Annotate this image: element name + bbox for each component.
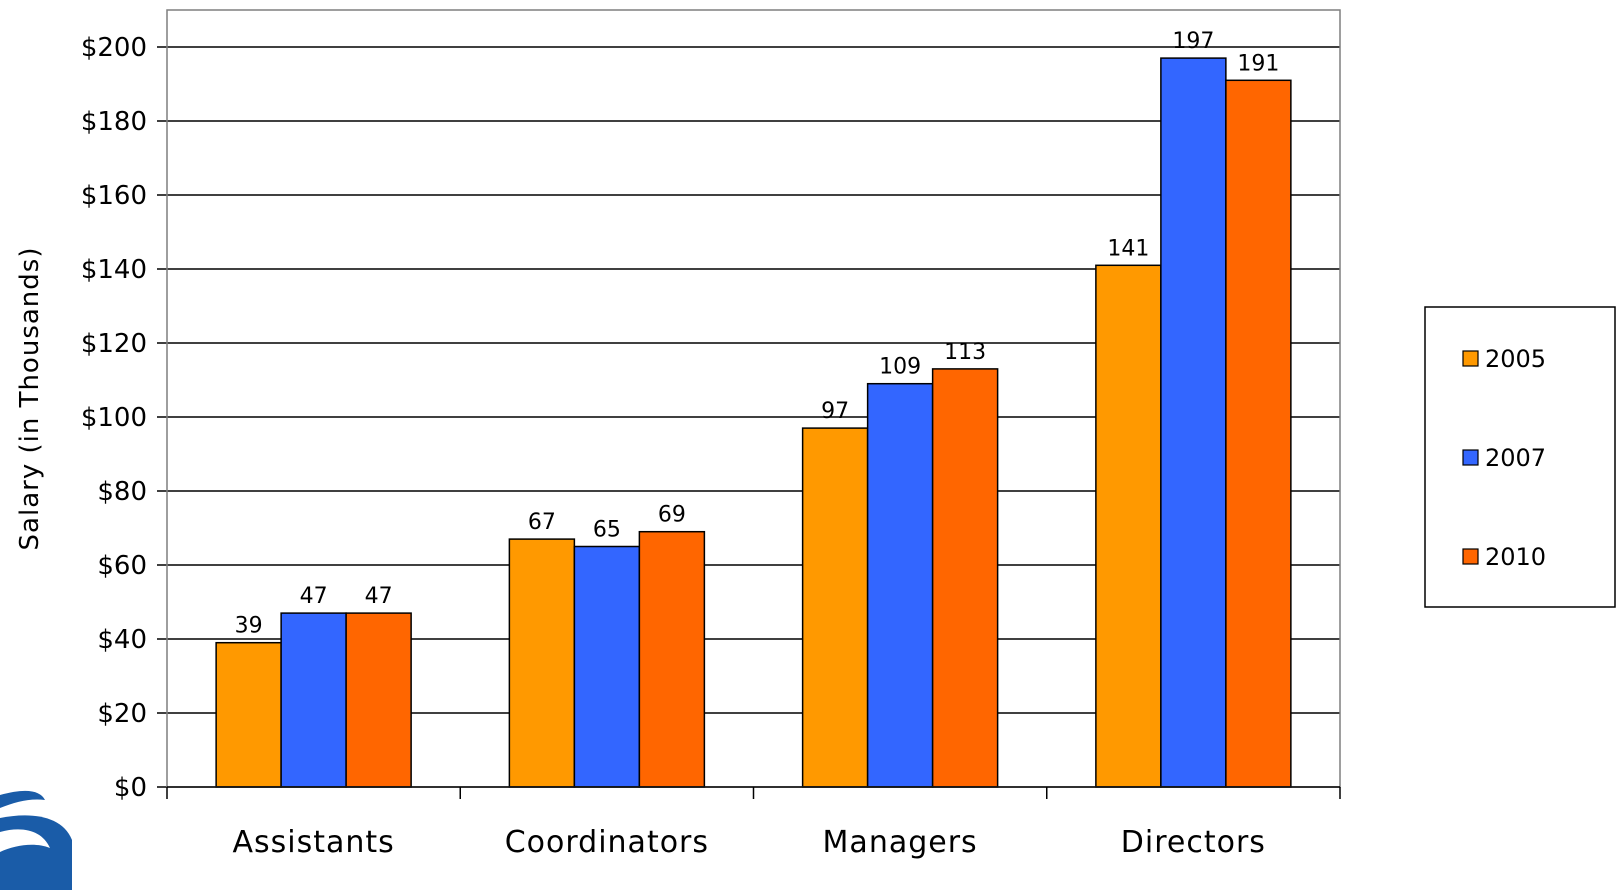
y-tick-label: $200 [81, 33, 147, 63]
data-label: 47 [365, 584, 393, 609]
data-label: 67 [528, 510, 556, 535]
data-label: 47 [300, 584, 328, 609]
x-axis-ticks [166, 787, 1341, 799]
y-tick-label: $20 [97, 699, 147, 729]
data-label: 97 [821, 399, 849, 424]
y-axis-title: Salary (in Thousands) [15, 247, 45, 551]
y-axis-ticks: $0 $20 $40 $60 $80 $100 $120 $140 $160 $180 $200 [81, 33, 167, 803]
bar-2010-directors [1225, 79, 1292, 788]
bar-2005-coordinators [508, 538, 576, 788]
category-label: Managers [823, 825, 978, 860]
bar-2007-assistants [280, 612, 347, 788]
data-label: 141 [1107, 236, 1149, 261]
bar-2005-managers [801, 427, 869, 788]
category-labels: Assistants Coordinators Managers Directors [232, 825, 1266, 860]
y-tick-label: $180 [81, 107, 147, 137]
y-tick-label: $120 [81, 329, 147, 359]
data-label: 109 [879, 355, 921, 380]
y-tick-label: $80 [97, 477, 147, 507]
legend-label: 2007 [1485, 444, 1546, 472]
category-label: Directors [1121, 825, 1266, 860]
data-label: 39 [235, 614, 263, 639]
swoosh-logo [0, 790, 72, 890]
legend-label: 2010 [1485, 543, 1546, 571]
bar-2005-assistants [215, 641, 282, 788]
y-tick-label: $100 [81, 403, 147, 433]
bar-2010-assistants [345, 612, 412, 788]
data-label: 197 [1172, 29, 1214, 54]
logo-swoosh-body [0, 815, 72, 890]
y-tick-label: $140 [81, 255, 147, 285]
legend-swatch [1462, 548, 1479, 565]
data-label: 69 [658, 503, 686, 528]
category-label: Assistants [232, 825, 394, 860]
y-tick-label: $160 [81, 181, 147, 211]
data-label: 65 [593, 518, 621, 543]
legend: 2005 2007 2010 [1424, 306, 1616, 608]
data-labels: 39 47 47 67 65 69 97 109 113 141 197 191 [235, 29, 1280, 639]
legend-swatch [1462, 449, 1479, 466]
logo-swoosh-top [0, 790, 45, 808]
bar-2010-managers [931, 368, 999, 788]
logo-swoosh-gap [0, 829, 50, 852]
bar-2005-directors [1095, 264, 1162, 788]
bar-2010-coordinators [638, 530, 706, 788]
legend-box [1424, 306, 1616, 608]
y-tick-label: $60 [97, 551, 147, 581]
bars [215, 57, 1292, 788]
category-label: Coordinators [505, 825, 709, 860]
bar-2007-coordinators [573, 545, 641, 788]
bar-2007-directors [1160, 57, 1227, 788]
legend-label: 2005 [1485, 345, 1546, 373]
y-tick-label: $40 [97, 625, 147, 655]
data-label: 191 [1237, 51, 1279, 76]
legend-swatch [1462, 350, 1479, 367]
data-label: 113 [944, 340, 986, 365]
y-tick-label: $0 [114, 773, 147, 803]
bar-2007-managers [866, 382, 934, 788]
